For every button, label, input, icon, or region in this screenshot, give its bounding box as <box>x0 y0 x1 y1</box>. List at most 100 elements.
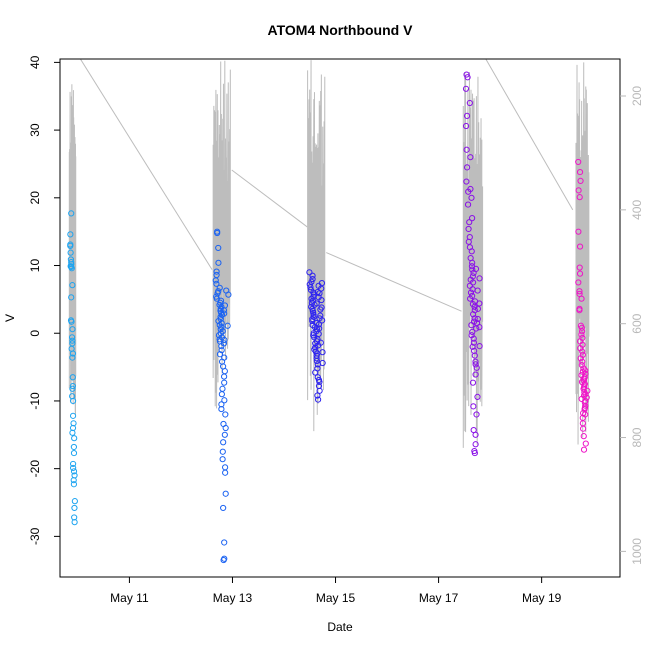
data-point <box>582 440 589 447</box>
data-point <box>220 439 227 446</box>
data-point <box>476 343 483 350</box>
data-point <box>221 397 228 404</box>
data-point <box>215 332 223 339</box>
data-point <box>577 177 584 184</box>
data-point <box>464 201 472 208</box>
y-right-tick-label: 400 <box>630 200 644 220</box>
data-point <box>219 456 226 463</box>
data-point <box>579 358 586 365</box>
data-point <box>307 284 314 291</box>
data-point <box>469 259 476 266</box>
data-point <box>216 351 224 358</box>
data-point <box>576 288 583 295</box>
y-axis-right: 200 400 600 800 1000 <box>620 86 644 565</box>
secondary-connector-line <box>326 252 462 312</box>
secondary-series-line <box>68 84 77 415</box>
data-point <box>464 74 471 81</box>
data-point <box>467 295 474 302</box>
data-point <box>470 335 477 342</box>
x-tick-label: May 19 <box>522 591 562 605</box>
y-tick-label: -10 <box>28 392 42 410</box>
plot-clip-group <box>67 59 591 564</box>
data-point <box>575 187 582 194</box>
data-point <box>576 168 584 176</box>
data-point <box>582 391 589 398</box>
data-point <box>581 384 588 391</box>
data-point <box>69 282 76 289</box>
data-point <box>69 326 76 333</box>
data-point <box>474 305 482 312</box>
data-point <box>217 305 224 312</box>
data-point <box>474 315 481 323</box>
y-tick-label: -20 <box>28 460 42 478</box>
data-point <box>469 215 476 222</box>
data-point <box>468 322 475 329</box>
y-right-tick-label: 600 <box>630 313 644 333</box>
data-point <box>463 71 470 78</box>
data-point <box>463 178 470 185</box>
data-point <box>471 315 478 322</box>
data-point <box>222 464 229 471</box>
data-point <box>69 412 77 419</box>
data-point <box>465 225 472 233</box>
data-point <box>466 219 473 226</box>
data-point <box>215 317 222 325</box>
data-point <box>218 347 225 354</box>
data-point <box>584 387 591 394</box>
data-point <box>578 331 585 338</box>
y-right-tick-label: 200 <box>630 86 644 106</box>
data-point <box>315 376 323 384</box>
data-point <box>71 519 78 526</box>
data-point <box>221 302 229 309</box>
data-point <box>469 279 477 286</box>
data-point <box>581 374 588 381</box>
data-point <box>68 318 75 325</box>
data-point <box>217 326 224 333</box>
data-point <box>580 377 587 384</box>
secondary-series-line <box>307 60 326 432</box>
data-point <box>581 380 588 388</box>
data-point <box>67 231 74 238</box>
data-point <box>582 367 589 374</box>
data-point <box>583 394 590 401</box>
data-point <box>472 371 479 378</box>
data-point <box>71 498 78 505</box>
y-axis: -30 -20 -10 0 10 20 30 40 <box>28 55 60 545</box>
data-point <box>476 275 483 282</box>
data-point <box>70 468 78 475</box>
data-point <box>314 396 322 403</box>
data-point <box>476 300 483 307</box>
data-point <box>67 249 74 256</box>
data-point <box>68 265 75 272</box>
data-point <box>309 315 316 323</box>
data-point <box>70 477 77 484</box>
data-point <box>468 194 475 201</box>
data-point <box>473 364 480 371</box>
data-point <box>221 431 228 438</box>
data-point <box>218 343 225 350</box>
data-point <box>225 291 232 298</box>
data-point <box>215 259 222 266</box>
plot-frame <box>59 58 621 578</box>
x-tick-label: May 15 <box>316 591 356 605</box>
y-tick-label: -30 <box>28 527 42 545</box>
data-point <box>318 280 326 287</box>
x-tick-label: May 11 <box>110 591 149 605</box>
data-point <box>472 431 479 438</box>
data-point <box>220 556 227 564</box>
data-point <box>70 449 78 457</box>
data-point <box>221 310 228 317</box>
data-point <box>219 328 226 335</box>
secondary-connector-line <box>231 169 308 228</box>
data-point <box>218 405 225 413</box>
data-point <box>467 289 475 296</box>
chart-title: ATOM4 Northbound V <box>268 22 414 38</box>
data-point <box>579 348 586 355</box>
data-point <box>220 504 227 512</box>
data-point <box>471 449 478 457</box>
y-tick-label: 30 <box>28 123 42 137</box>
data-point <box>473 411 480 418</box>
data-point <box>318 296 325 304</box>
y-tick-label: 0 <box>28 330 42 337</box>
data-point <box>469 379 477 386</box>
